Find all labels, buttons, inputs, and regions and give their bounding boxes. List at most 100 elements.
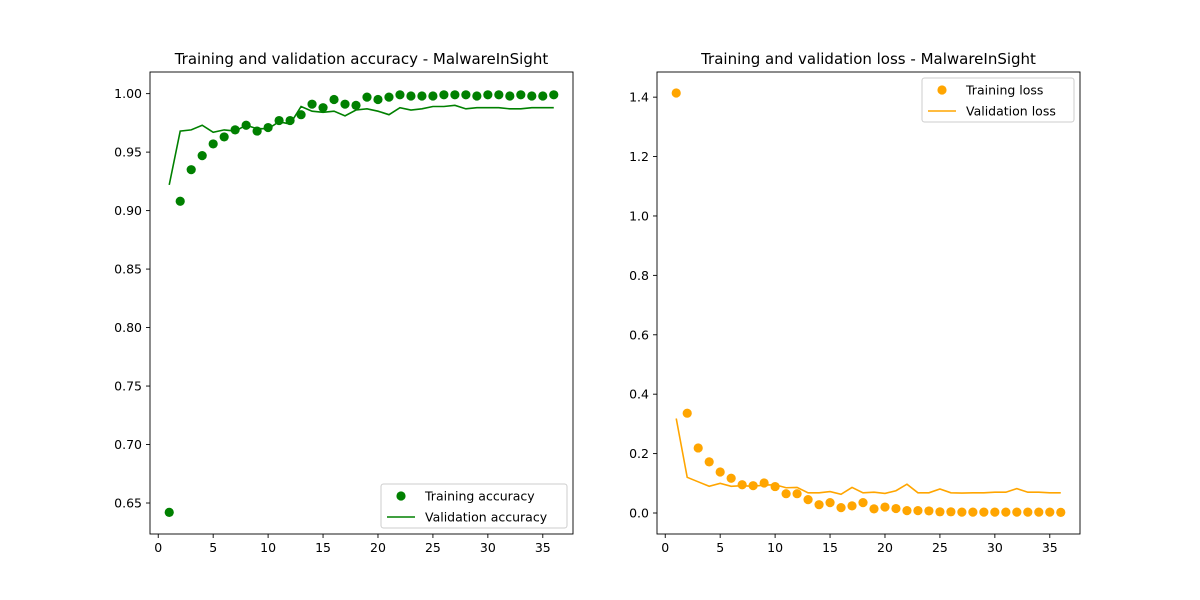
accuracy-training-point	[186, 165, 196, 175]
loss-y-tick-label: 1.4	[629, 90, 649, 105]
accuracy-legend: Training accuracy Validation accuracy	[380, 483, 568, 529]
loss-legend-marker	[937, 85, 947, 95]
loss-y-tick-label: 0.0	[629, 506, 649, 521]
accuracy-training-point	[285, 115, 295, 126]
loss-training-point	[693, 443, 703, 453]
accuracy-training-point	[230, 125, 240, 135]
loss-training-point	[891, 503, 901, 514]
accuracy-training-point	[472, 91, 482, 101]
loss-training-point	[1001, 507, 1011, 517]
loss-training-point	[770, 481, 780, 492]
accuracy-y-tick-label: 0.65	[114, 496, 142, 511]
accuracy-y-tick-label: 0.80	[114, 320, 142, 335]
loss-training-point	[748, 481, 758, 491]
loss-training-point	[990, 507, 1000, 517]
accuracy-training-point	[505, 91, 515, 101]
accuracy-training-point	[549, 90, 559, 100]
accuracy-training-point	[208, 139, 218, 149]
loss-y-tick-label: 0.2	[629, 446, 649, 461]
loss-training-point	[935, 507, 945, 517]
loss-training-point	[715, 467, 725, 477]
loss-x-tick-label: 20	[877, 540, 893, 555]
accuracy-training-point	[450, 90, 460, 100]
loss-training-point	[671, 88, 681, 98]
loss-training-point	[1012, 507, 1022, 517]
accuracy-x-tick-label: 0	[154, 540, 162, 555]
accuracy-training-point	[164, 507, 174, 517]
loss-x-tick-label: 25	[932, 540, 948, 555]
accuracy-training-point	[483, 90, 493, 100]
loss-x-tick-label: 30	[987, 540, 1003, 555]
accuracy-plot: Training and validation accuracy - Malwa…	[114, 50, 574, 555]
accuracy-training-point	[340, 99, 350, 109]
accuracy-training-point	[175, 196, 185, 206]
loss-y-tick-label: 1.0	[629, 208, 649, 223]
accuracy-training-point	[362, 92, 372, 102]
loss-legend-frame	[921, 77, 1075, 123]
loss-training-point	[814, 500, 824, 510]
loss-training-point	[847, 501, 857, 511]
loss-training-point	[913, 506, 923, 516]
accuracy-y-tick-label: 1.00	[114, 86, 142, 101]
accuracy-training-point	[406, 91, 416, 101]
accuracy-plot-frame	[149, 71, 574, 535]
accuracy-x-tick-label: 35	[535, 540, 551, 555]
loss-x-tick-label: 15	[822, 540, 838, 555]
loss-training-point	[946, 507, 956, 517]
accuracy-x-tick-label: 15	[315, 540, 331, 555]
loss-training-point	[858, 498, 868, 508]
accuracy-training-point	[296, 110, 306, 120]
accuracy-training-point	[241, 120, 251, 130]
loss-y-tick-label: 0.8	[629, 268, 649, 283]
loss-training-point	[737, 480, 747, 490]
accuracy-legend-marker	[396, 491, 406, 501]
accuracy-y-tick-label: 0.95	[114, 145, 142, 160]
loss-legend-label: Training loss	[965, 83, 1043, 98]
accuracy-training-point	[417, 91, 427, 101]
loss-training-point	[968, 507, 978, 517]
loss-x-tick-label: 0	[661, 540, 669, 555]
accuracy-x-tick-label: 10	[260, 540, 276, 555]
loss-plot: Training and validation loss - MalwareIn…	[629, 50, 1081, 555]
accuracy-training-point	[197, 151, 207, 161]
accuracy-legend-frame	[380, 483, 568, 529]
loss-training-point	[979, 507, 989, 517]
loss-training-point	[759, 478, 769, 488]
accuracy-y-tick-label: 0.75	[114, 379, 142, 394]
accuracy-y-tick-label: 0.85	[114, 262, 142, 277]
loss-training-point	[704, 457, 714, 467]
loss-training-point	[792, 489, 802, 499]
loss-training-point	[1045, 507, 1055, 517]
accuracy-training-point	[329, 94, 339, 105]
accuracy-training-point	[461, 90, 471, 100]
accuracy-training-point	[428, 91, 438, 101]
accuracy-training-point	[538, 91, 548, 101]
accuracy-training-point	[516, 90, 526, 100]
loss-legend-label: Validation loss	[966, 104, 1056, 119]
accuracy-training-point	[384, 92, 394, 102]
loss-training-point	[781, 489, 791, 499]
accuracy-validation-line	[168, 104, 554, 186]
accuracy-training-point	[219, 132, 229, 142]
loss-training-point	[1056, 507, 1066, 518]
loss-legend: Training loss Validation loss	[921, 77, 1075, 123]
loss-x-tick-label: 35	[1042, 540, 1058, 555]
accuracy-training-point	[373, 94, 383, 105]
loss-training-point	[1023, 507, 1033, 517]
loss-y-tick-label: 0.4	[629, 387, 649, 402]
accuracy-training-point	[263, 122, 273, 133]
accuracy-x-tick-label: 5	[209, 540, 217, 555]
loss-x-tick-label: 5	[716, 540, 724, 555]
loss-y-tick-label: 0.6	[629, 327, 649, 342]
accuracy-x-tick-label: 20	[370, 540, 386, 555]
loss-training-point	[957, 507, 967, 517]
accuracy-legend-label: Training accuracy	[424, 489, 535, 504]
accuracy-training-point	[351, 100, 361, 110]
accuracy-training-point	[274, 115, 284, 126]
loss-training-point	[726, 473, 736, 483]
accuracy-training-point	[527, 91, 537, 101]
accuracy-training-point	[252, 126, 262, 136]
loss-x-tick-label: 10	[767, 540, 783, 555]
accuracy-training-point	[494, 90, 504, 100]
